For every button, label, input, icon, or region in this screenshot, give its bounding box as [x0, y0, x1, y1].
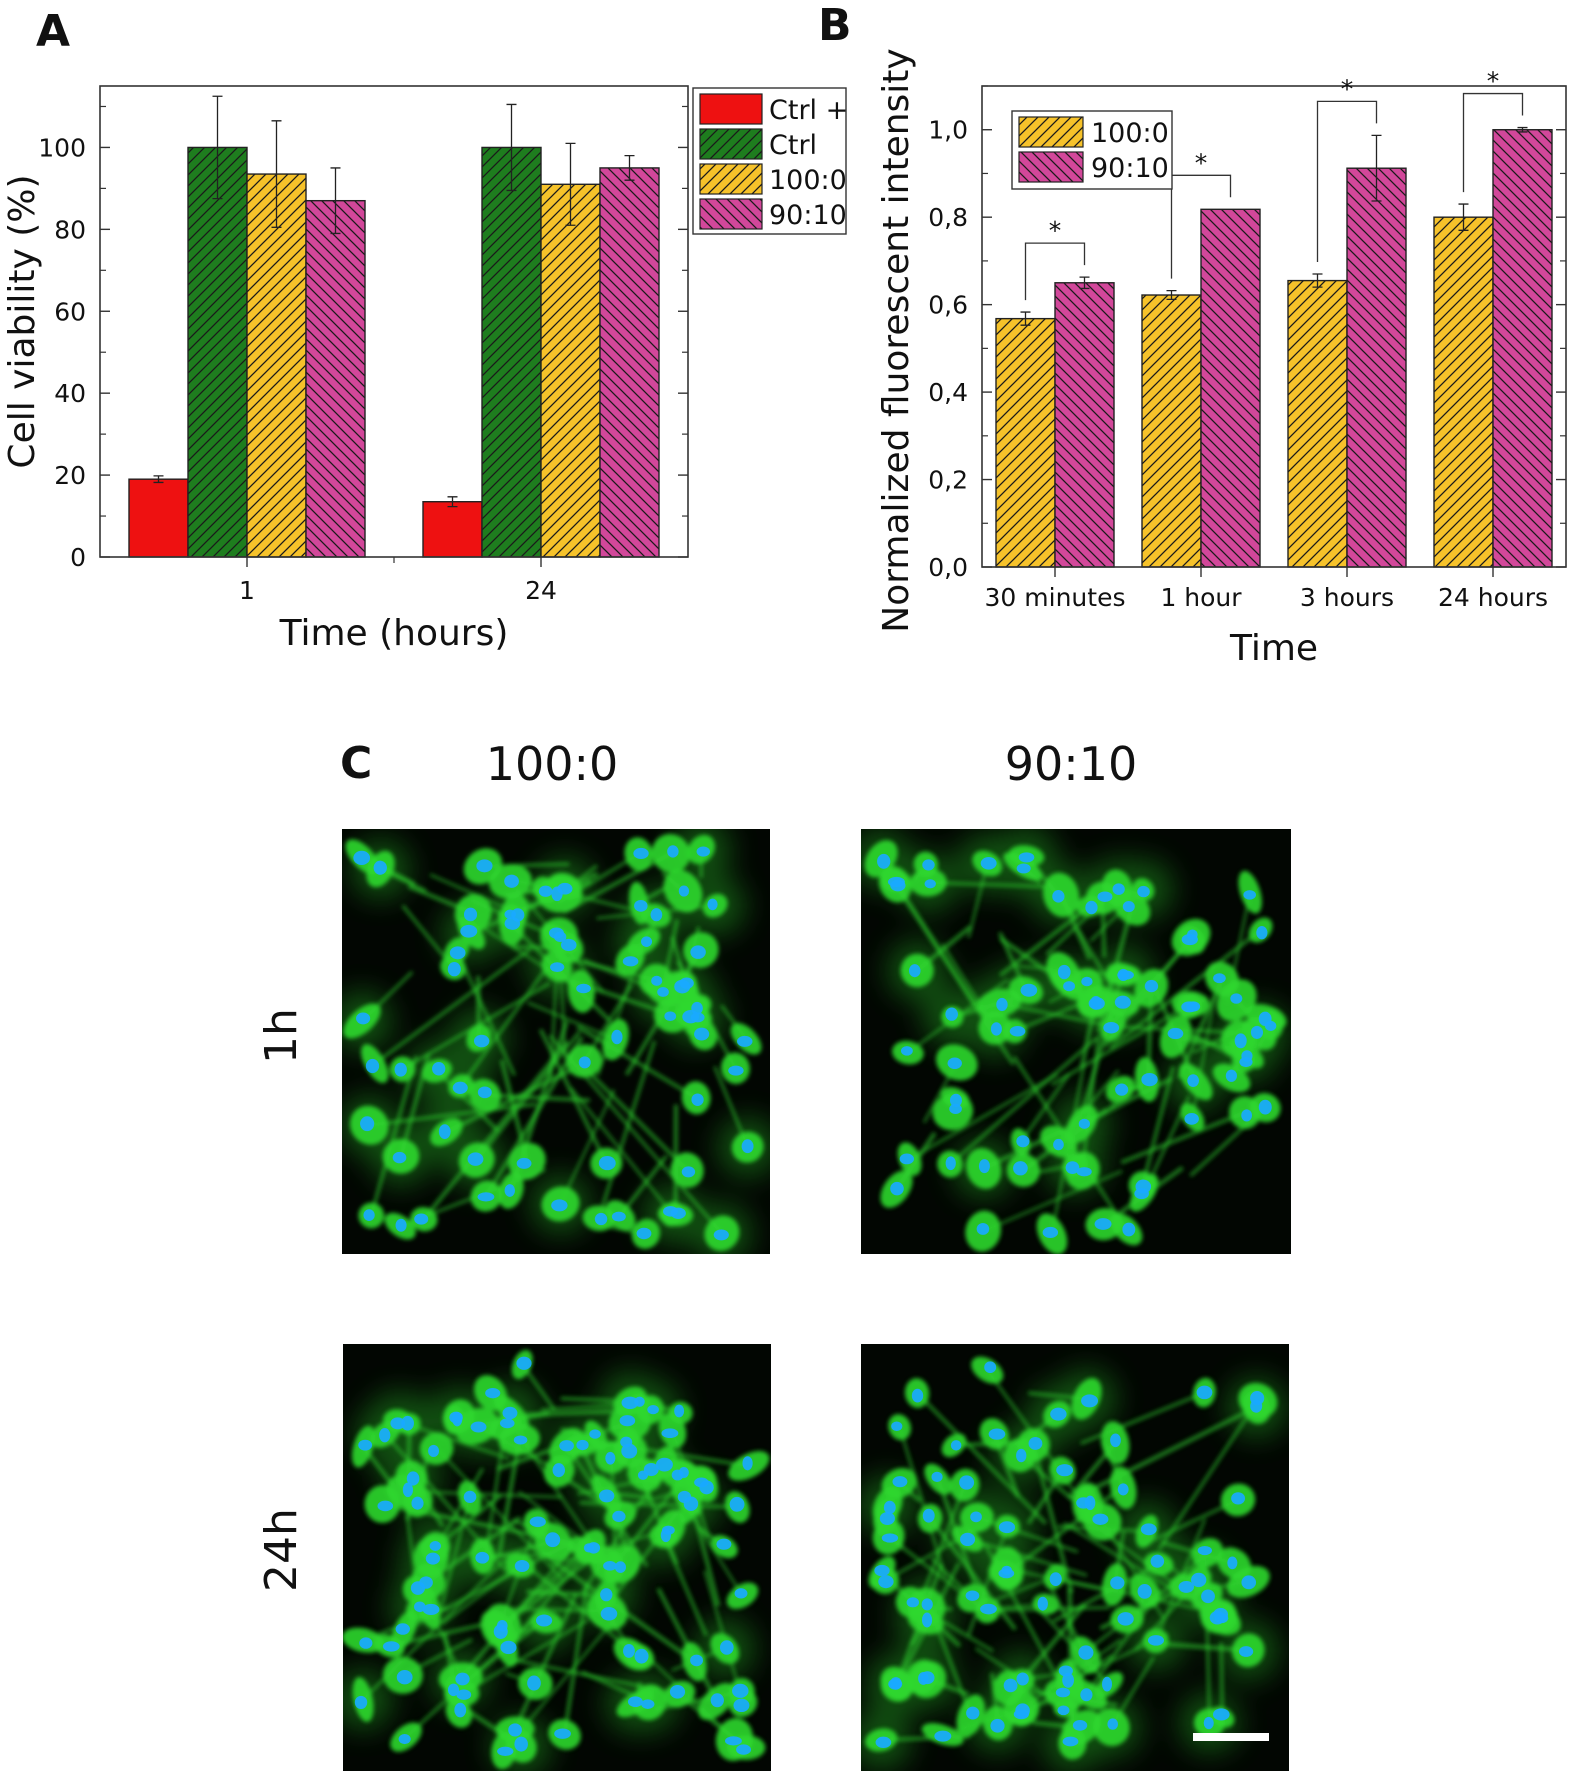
- x-tick-label-30-minutes: 30 minutes: [985, 583, 1126, 612]
- micrograph-grid: [342, 829, 1291, 1771]
- chart-a-axes: 0 20 40 60 80 100 1 24: [38, 105, 688, 605]
- error-bar-100-0-3-hours: [1312, 273, 1323, 288]
- y-tick-label-0-4: 0,4: [928, 378, 968, 407]
- significance-bracket-3-hours: [1316, 100, 1378, 263]
- legend-label-100-0: 100:0: [1091, 118, 1169, 149]
- legend-swatch-90-10: [1018, 151, 1084, 183]
- bar-90-10-24-hours: [1492, 129, 1553, 568]
- significance-star-3-hours: *: [1341, 74, 1354, 103]
- legend-swatch-100-0: [699, 163, 763, 195]
- error-bar-ctrl-t24: [506, 103, 517, 192]
- y-tick-label-20: 20: [54, 461, 86, 490]
- error-bar-90-10-24-hours: [1517, 126, 1528, 133]
- error-bar-90-10-t1: [330, 167, 341, 235]
- panel-b-letter: B: [818, 0, 852, 51]
- chart-b-axes: 0,0 0,2 0,4 0,6 0,8 1,0 30 minutes 1 hour 3 hour…: [928, 85, 1566, 612]
- legend-swatch-100-0: [1018, 116, 1084, 148]
- significance-bracket-1-hour: [1170, 174, 1232, 279]
- bar-ctrl-t1: [187, 146, 248, 558]
- chart-b-x-axis-title: Time: [1229, 628, 1318, 669]
- micrograph-1h-90-10: [861, 829, 1291, 1254]
- chart-b: 0,0 0,2 0,4 0,6 0,8 1,0 30 minutes 1 hour 3 hour…: [876, 48, 1567, 669]
- chart-a: 0 20 40 60 80 100 1 24 Time (hours) Cell viabil…: [2, 85, 848, 654]
- legend-swatch-90-10: [699, 198, 763, 230]
- error-bar-100-0-t24: [565, 142, 576, 226]
- chart-a-bars: [128, 95, 660, 558]
- chart-a-x-axis-title: Time (hours): [279, 613, 509, 654]
- legend-label-90-10: 90:10: [769, 200, 847, 231]
- chart-a-y-axis-title: Cell viability (%): [2, 174, 43, 468]
- bar-ctrl-t1: [128, 478, 189, 558]
- error-bar-90-10-30-minutes: [1079, 276, 1090, 290]
- y-tick-label-60: 60: [54, 297, 86, 326]
- x-tick-label-3-hours: 3 hours: [1300, 583, 1394, 612]
- error-bar-90-10-3-hours: [1371, 134, 1382, 202]
- y-tick-label-0: 0: [70, 543, 86, 572]
- error-bar-100-0-24-hours: [1458, 203, 1469, 231]
- bar-100-0-24-hours: [1433, 216, 1494, 568]
- bar-100-0-30-minutes: [995, 317, 1056, 568]
- significance-bracket-24-hours: [1462, 92, 1524, 193]
- error-bar-ctrl-t1: [153, 475, 164, 484]
- legend-label-ctrl: Ctrl: [769, 130, 817, 161]
- chart-b-y-axis-title: Normalized fluorescent intensity: [876, 48, 917, 632]
- bar-90-10-t24: [599, 167, 660, 558]
- chart-b-significance-annotations: * * * *: [1024, 67, 1524, 301]
- significance-bracket-30-minutes: [1024, 242, 1086, 301]
- legend-swatch-ctrl: [699, 128, 763, 160]
- chart-a-legend: Ctrl + Ctrl 100:0 90:10: [692, 87, 848, 235]
- error-bar-100-0-t1: [271, 120, 282, 228]
- micrograph-24h-100-0: [343, 1344, 771, 1771]
- row-label-1h: 1h: [256, 1008, 307, 1064]
- chart-b-bars: [995, 126, 1553, 568]
- scale-bar: [1193, 1733, 1269, 1741]
- x-tick-label-1-hour: 1 hour: [1160, 583, 1242, 612]
- column-label-100-0: 100:0: [486, 737, 619, 791]
- bar-90-10-3-hours: [1346, 167, 1407, 568]
- significance-star-24-hours: *: [1487, 67, 1500, 96]
- bar-90-10-1-hour: [1200, 208, 1261, 568]
- error-bar-ctrl-t1: [212, 95, 223, 200]
- micrograph-24h-90-10: [861, 1344, 1289, 1771]
- y-tick-label-80: 80: [54, 215, 86, 244]
- bar-90-10-t1: [305, 199, 366, 558]
- micrograph-1h-100-0: [342, 829, 770, 1254]
- y-tick-label-0-8: 0,8: [928, 203, 968, 232]
- panel-c-letter: C: [340, 738, 372, 789]
- legend-label-100-0: 100:0: [769, 165, 847, 196]
- error-bar-ctrl-t24: [447, 496, 458, 508]
- bar-100-0-3-hours: [1287, 279, 1348, 568]
- bar-ctrl-t24: [422, 501, 483, 558]
- bar-100-0-t24: [540, 183, 601, 558]
- error-bar-100-0-1-hour: [1166, 289, 1177, 301]
- y-tick-label-40: 40: [54, 379, 86, 408]
- y-tick-label-0-0: 0,0: [928, 553, 968, 582]
- bar-ctrl-t24: [481, 146, 542, 558]
- y-tick-label-1-0: 1,0: [928, 116, 968, 145]
- bar-90-10-30-minutes: [1054, 282, 1115, 568]
- significance-star-1-hour: *: [1195, 148, 1208, 177]
- panel-a-letter: A: [36, 6, 70, 57]
- x-tick-label-24-hours: 24 hours: [1438, 583, 1548, 612]
- panel-c-micrographs: 100:0 90:10 1h 24h: [256, 737, 1291, 1771]
- bar-100-0-1-hour: [1141, 294, 1202, 568]
- error-bar-100-0-30-minutes: [1020, 311, 1031, 326]
- x-tick-label-1: 1: [239, 576, 255, 605]
- x-tick-label-24: 24: [525, 576, 557, 605]
- y-tick-label-0-2: 0,2: [928, 466, 968, 495]
- error-bar-90-10-t24: [624, 154, 635, 181]
- legend-label-ctrl: Ctrl +: [769, 95, 848, 126]
- legend-label-90-10: 90:10: [1091, 153, 1169, 184]
- bar-100-0-t1: [246, 173, 307, 558]
- row-label-24h: 24h: [256, 1508, 307, 1592]
- column-label-90-10: 90:10: [1005, 737, 1138, 791]
- chart-b-legend: 100:0 90:10: [1011, 110, 1173, 190]
- significance-star-30-minutes: *: [1049, 216, 1062, 245]
- chart-b-plot-frame: [981, 85, 1567, 568]
- legend-swatch-ctrl: [699, 93, 763, 125]
- y-tick-label-100: 100: [38, 133, 86, 162]
- y-tick-label-0-6: 0,6: [928, 291, 968, 320]
